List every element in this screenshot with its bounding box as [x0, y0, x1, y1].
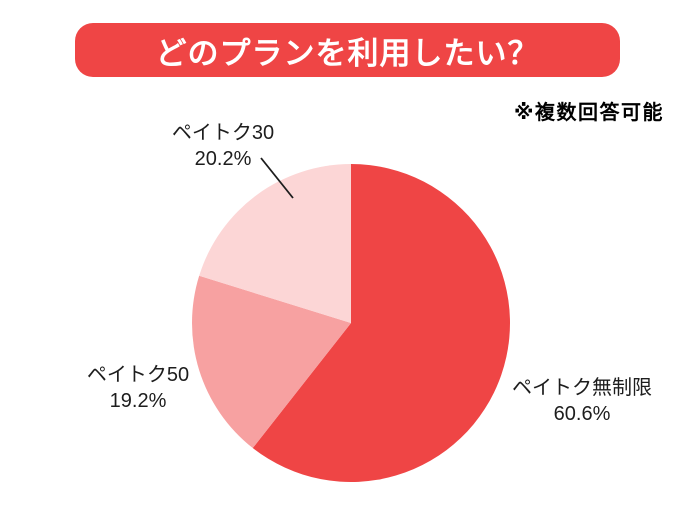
slice-percent-paytoku50: 19.2% [109, 390, 167, 412]
leader-line-paytoku30 [260, 157, 294, 199]
title-banner: どのプランを利用したい？ [75, 23, 620, 77]
slice-label-unlimited: ペイトク無制限 60.6% [492, 375, 672, 427]
slice-percent-paytoku30: 20.2% [194, 148, 252, 170]
slice-label-paytoku50: ペイトク50 19.2% [48, 362, 228, 414]
pie-slice-paytoku30 [199, 164, 351, 323]
pie-slice-paytoku50 [192, 275, 351, 449]
slice-percent-unlimited: 60.6% [553, 403, 611, 425]
slice-name-paytoku50: ペイトク50 [86, 364, 190, 386]
slice-name-paytoku30: ペイトク30 [171, 122, 275, 144]
slice-name-unlimited: ペイトク無制限 [512, 377, 652, 399]
page-title: どのプランを利用したい？ [155, 35, 540, 71]
slice-label-paytoku30: ペイトク30 20.2% [133, 120, 313, 172]
pie-slice-unlimited [252, 164, 510, 482]
note-multiple-answers: ※複数回答可能 [514, 102, 664, 124]
